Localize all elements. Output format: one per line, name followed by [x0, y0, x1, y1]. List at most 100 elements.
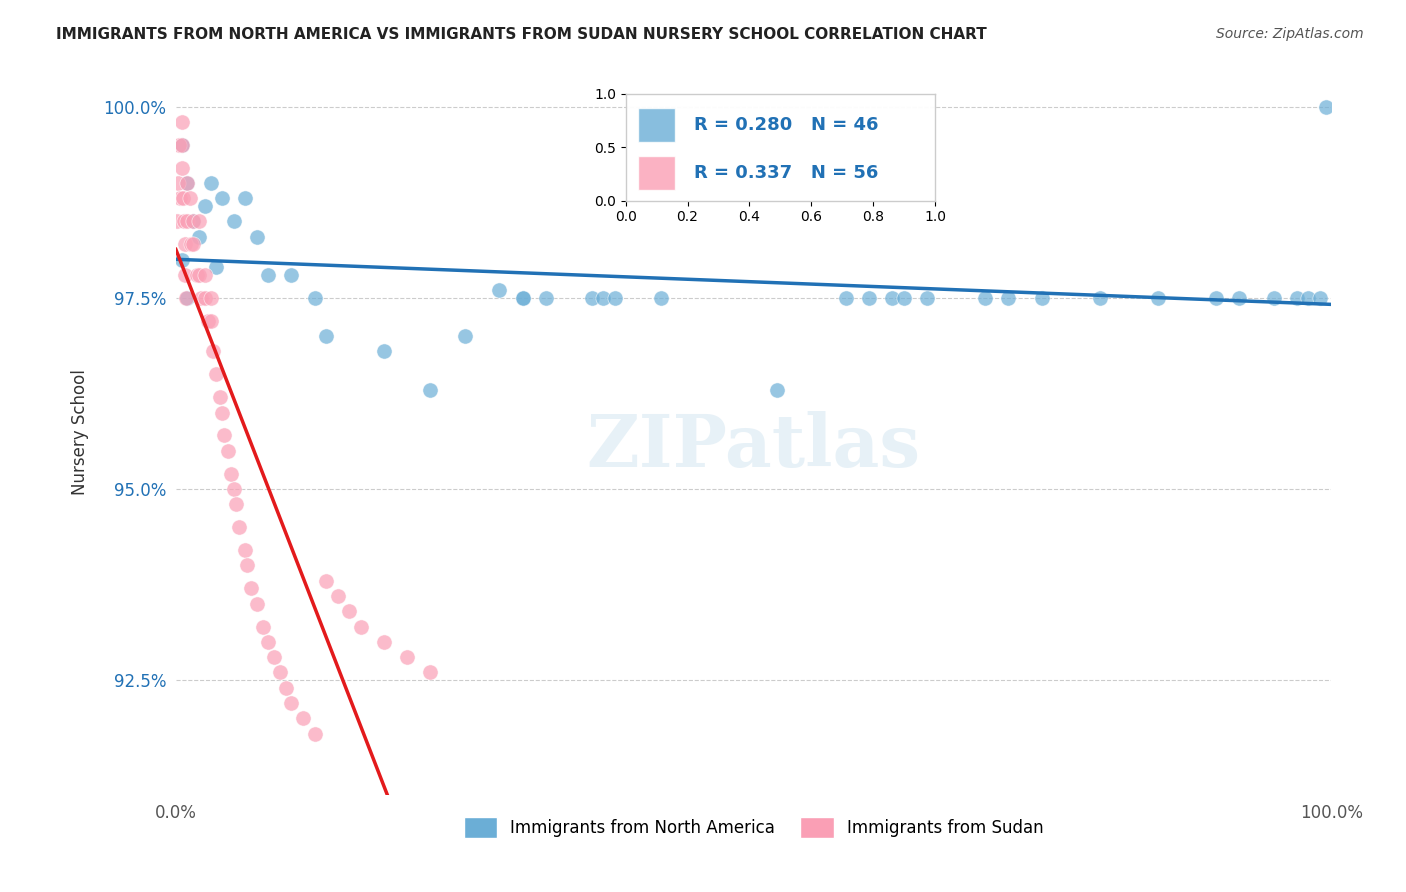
Immigrants from Sudan — [326, 589, 349, 603]
Immigrants from Sudan — [217, 443, 239, 458]
Immigrants from Sudan — [190, 291, 212, 305]
Immigrants from Sudan — [263, 650, 285, 665]
Immigrants from Sudan — [269, 665, 291, 680]
Immigrants from Sudan — [186, 268, 208, 282]
Immigrants from North America — [512, 291, 534, 305]
Immigrants from Sudan — [176, 214, 198, 228]
Immigrants from North America — [200, 176, 222, 190]
Immigrants from Sudan — [257, 635, 280, 649]
Immigrants from Sudan — [208, 390, 231, 404]
Immigrants from North America — [973, 291, 995, 305]
Immigrants from North America — [858, 291, 880, 305]
Immigrants from Sudan — [173, 214, 195, 228]
Immigrants from Sudan — [236, 558, 259, 573]
Immigrants from Sudan — [169, 191, 191, 205]
Immigrants from Sudan — [188, 214, 211, 228]
Immigrants from Sudan — [174, 291, 197, 305]
Immigrants from Sudan — [176, 176, 198, 190]
Legend: Immigrants from North America, Immigrants from Sudan: Immigrants from North America, Immigrant… — [457, 811, 1050, 845]
Immigrants from Sudan — [170, 115, 193, 129]
Immigrants from North America — [1315, 100, 1337, 114]
Immigrants from Sudan — [174, 268, 197, 282]
Immigrants from North America — [315, 329, 337, 343]
Immigrants from North America — [1147, 291, 1170, 305]
Immigrants from North America — [534, 291, 557, 305]
Immigrants from North America — [1227, 291, 1250, 305]
Immigrants from Sudan — [225, 497, 247, 511]
Immigrants from North America — [650, 291, 672, 305]
Immigrants from Sudan — [174, 237, 197, 252]
Immigrants from Sudan — [274, 681, 297, 695]
Immigrants from Sudan — [181, 237, 204, 252]
Text: R = 0.337   N = 56: R = 0.337 N = 56 — [693, 164, 879, 182]
Immigrants from North America — [1031, 291, 1053, 305]
Immigrants from North America — [915, 291, 938, 305]
Immigrants from North America — [454, 329, 477, 343]
Immigrants from Sudan — [337, 604, 360, 618]
Immigrants from North America — [1090, 291, 1112, 305]
Immigrants from North America — [176, 291, 198, 305]
Text: IMMIGRANTS FROM NORTH AMERICA VS IMMIGRANTS FROM SUDAN NURSERY SCHOOL CORRELATIO: IMMIGRANTS FROM NORTH AMERICA VS IMMIGRA… — [56, 27, 987, 42]
Text: R = 0.280   N = 46: R = 0.280 N = 46 — [693, 116, 879, 134]
Immigrants from North America — [419, 383, 441, 397]
Immigrants from Sudan — [252, 619, 274, 633]
Immigrants from North America — [882, 291, 904, 305]
Immigrants from North America — [1296, 291, 1319, 305]
Immigrants from North America — [488, 283, 510, 297]
Immigrants from North America — [188, 229, 211, 244]
Immigrants from Sudan — [228, 520, 250, 534]
Immigrants from North America — [373, 344, 395, 359]
Immigrants from North America — [246, 229, 269, 244]
Immigrants from North America — [211, 191, 233, 205]
Immigrants from Sudan — [214, 428, 236, 442]
Immigrants from Sudan — [291, 711, 314, 725]
Immigrants from North America — [1285, 291, 1308, 305]
Immigrants from North America — [170, 138, 193, 153]
Immigrants from North America — [304, 291, 326, 305]
Immigrants from Sudan — [170, 138, 193, 153]
Immigrants from Sudan — [239, 582, 262, 596]
Immigrants from Sudan — [197, 314, 219, 328]
Immigrants from Sudan — [280, 696, 302, 710]
Immigrants from North America — [181, 214, 204, 228]
Immigrants from North America — [205, 260, 228, 275]
Immigrants from Sudan — [211, 405, 233, 419]
Immigrants from Sudan — [200, 291, 222, 305]
Immigrants from Sudan — [246, 597, 269, 611]
Immigrants from Sudan — [201, 344, 224, 359]
Immigrants from Sudan — [172, 191, 194, 205]
Immigrants from Sudan — [315, 574, 337, 588]
FancyBboxPatch shape — [638, 156, 675, 190]
Immigrants from North America — [1205, 291, 1227, 305]
Immigrants from North America — [222, 214, 245, 228]
Immigrants from Sudan — [170, 161, 193, 175]
Immigrants from Sudan — [221, 467, 243, 481]
Immigrants from Sudan — [194, 291, 217, 305]
Immigrants from Sudan — [350, 619, 373, 633]
Immigrants from North America — [893, 291, 915, 305]
Immigrants from North America — [233, 191, 256, 205]
Immigrants from North America — [280, 268, 302, 282]
Immigrants from Sudan — [188, 268, 211, 282]
Immigrants from North America — [765, 383, 787, 397]
Immigrants from Sudan — [419, 665, 441, 680]
Text: Source: ZipAtlas.com: Source: ZipAtlas.com — [1216, 27, 1364, 41]
Immigrants from North America — [176, 176, 198, 190]
Immigrants from Sudan — [169, 138, 191, 153]
Immigrants from North America — [1263, 291, 1285, 305]
Immigrants from North America — [257, 268, 280, 282]
Immigrants from Sudan — [194, 268, 217, 282]
Immigrants from North America — [194, 199, 217, 213]
Y-axis label: Nursery School: Nursery School — [72, 368, 89, 494]
Immigrants from Sudan — [166, 214, 188, 228]
Immigrants from Sudan — [179, 191, 201, 205]
Immigrants from North America — [512, 291, 534, 305]
Immigrants from Sudan — [222, 482, 245, 496]
Immigrants from Sudan — [200, 314, 222, 328]
FancyBboxPatch shape — [638, 108, 675, 142]
Immigrants from North America — [603, 291, 626, 305]
Immigrants from Sudan — [233, 543, 256, 558]
Text: ZIPatlas: ZIPatlas — [586, 410, 921, 482]
Immigrants from North America — [835, 291, 858, 305]
Immigrants from Sudan — [395, 650, 418, 665]
